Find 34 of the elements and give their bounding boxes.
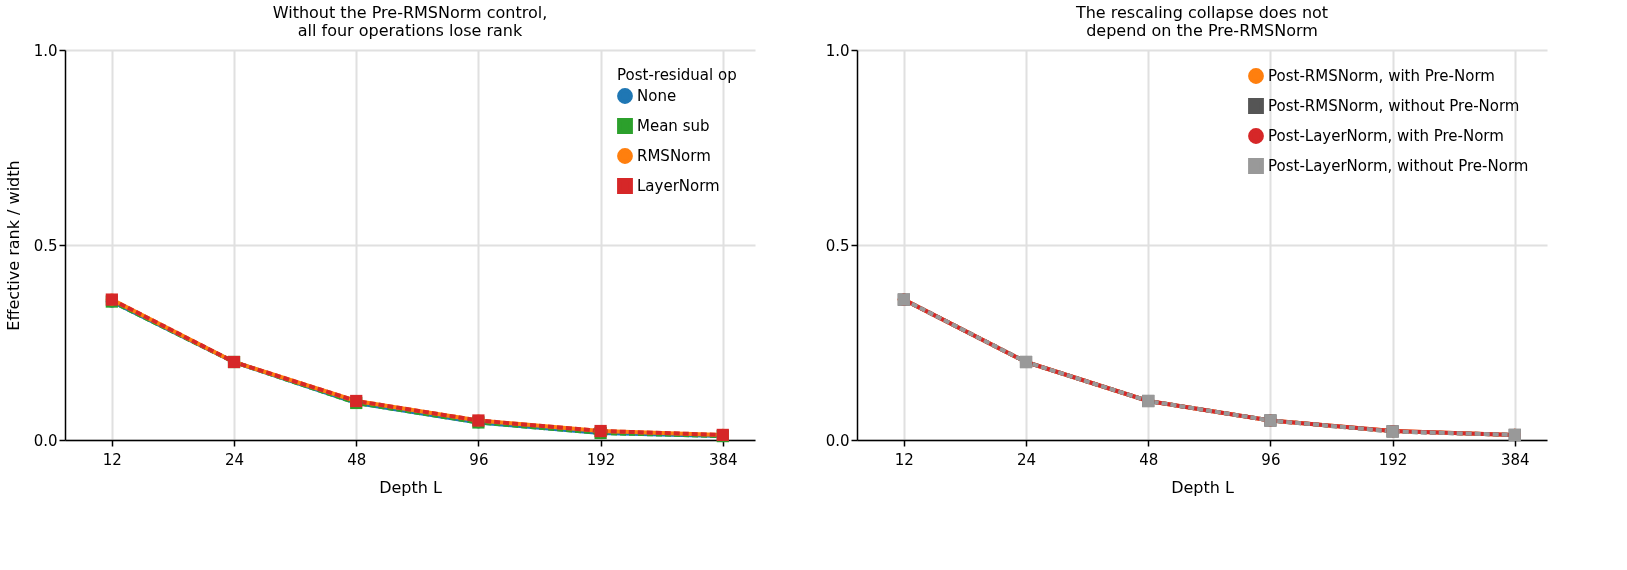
text: depend on the Pre-RMSNorm xyxy=(1086,21,1318,40)
y-tick-label: 0.5 xyxy=(825,236,850,255)
y-axis-title: Effective rank / width xyxy=(3,160,23,331)
x-tick-label: 12 xyxy=(102,450,122,469)
x-axis-title: Depth L xyxy=(379,477,442,497)
legend-label: Mean sub xyxy=(637,117,710,135)
legend-label: LayerNorm xyxy=(637,177,720,195)
y-tick-label: 0.5 xyxy=(33,236,58,255)
x-tick-label: 12 xyxy=(894,450,914,469)
y-tick-label: 0.0 xyxy=(825,431,850,450)
x-tick-label: 48 xyxy=(1139,450,1159,469)
x-tick-label: 24 xyxy=(224,450,245,469)
text: The rescaling collapse does not xyxy=(1075,3,1329,22)
legend-label: RMSNorm xyxy=(637,147,711,165)
x-tick-label: 96 xyxy=(1261,450,1281,469)
x-tick-label: 384 xyxy=(708,450,738,469)
x-tick-label: 24 xyxy=(1016,450,1037,469)
x-tick-label: 192 xyxy=(586,450,616,469)
legend-label: Post-RMSNorm, without Pre-Norm xyxy=(1268,97,1520,115)
legend-label: Post-LayerNorm, with Pre-Norm xyxy=(1268,127,1504,145)
legend-title: Post-residual op xyxy=(617,66,737,84)
x-tick-label: 48 xyxy=(347,450,367,469)
x-tick-label: 96 xyxy=(469,450,489,469)
text: all four operations lose rank xyxy=(297,21,523,40)
x-axis-title: Depth L xyxy=(1171,477,1234,497)
y-tick-label: 1.0 xyxy=(33,41,58,60)
x-tick-label: 384 xyxy=(1500,450,1530,469)
legend-label: Post-LayerNorm, without Pre-Norm xyxy=(1268,157,1529,175)
y-tick-label: 0.0 xyxy=(33,431,58,450)
y-tick-label: 1.0 xyxy=(825,41,850,60)
text: Without the Pre-RMSNorm control, xyxy=(272,3,548,22)
legend-label: None xyxy=(637,87,677,105)
legend-label: Post-RMSNorm, with Pre-Norm xyxy=(1268,67,1495,85)
x-tick-label: 192 xyxy=(1378,450,1408,469)
